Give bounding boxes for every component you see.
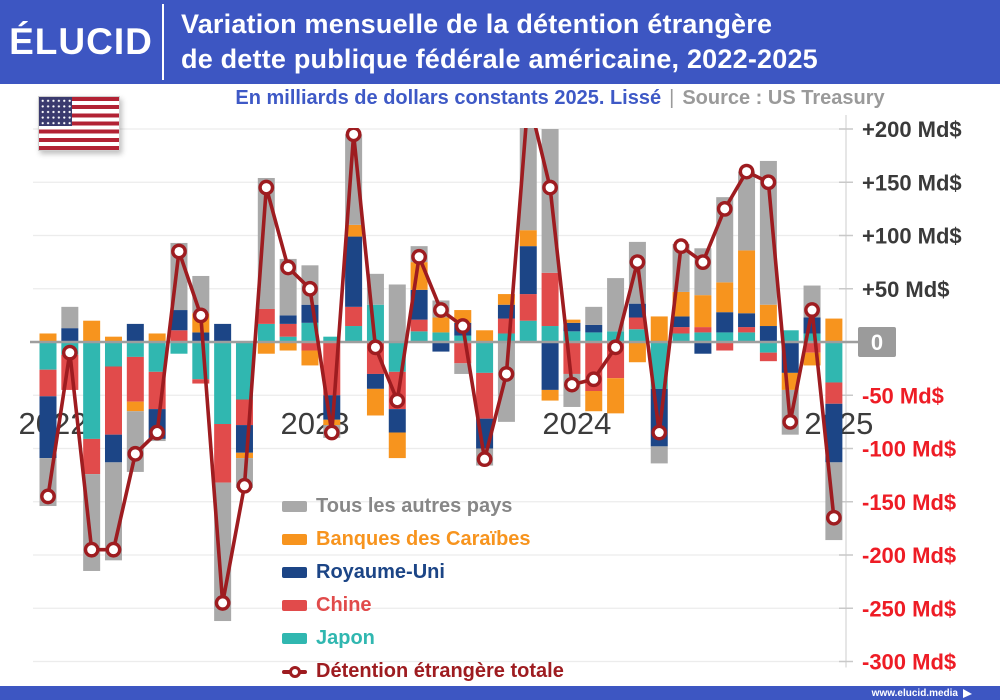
navy-swatch-icon bbox=[282, 567, 307, 578]
red-swatch-icon bbox=[282, 600, 307, 611]
svg-text:+200 Md$: +200 Md$ bbox=[862, 117, 962, 142]
svg-text:+100 Md$: +100 Md$ bbox=[862, 224, 962, 249]
chart-canvas: 2022202320242025+200 Md$+150 Md$+100 Md$… bbox=[19, 115, 962, 675]
orange-swatch-icon bbox=[282, 534, 307, 545]
subtitle-source: Source : US Treasury bbox=[682, 87, 885, 109]
footer-banner: www.elucid.media bbox=[0, 686, 1000, 700]
footer-arrow-icon bbox=[963, 688, 972, 698]
legend-item-japon: Japon bbox=[282, 622, 564, 655]
legend-item-autres-pays: Tous les autres pays bbox=[282, 490, 564, 523]
legend-item-chine: Chine bbox=[282, 589, 564, 622]
chart-title: Variation mensuelle de la détention étra… bbox=[181, 7, 818, 77]
chart-title-line2: de dette publique fédérale américaine, 2… bbox=[181, 44, 818, 74]
svg-text:-50 Md$: -50 Md$ bbox=[862, 383, 944, 408]
svg-text:-250 Md$: -250 Md$ bbox=[862, 596, 956, 621]
svg-text:-300 Md$: -300 Md$ bbox=[862, 650, 956, 675]
subtitle-units: En milliards de dollars constants 2025. … bbox=[235, 87, 662, 109]
subtitle-separator: | bbox=[669, 87, 675, 109]
svg-text:+50 Md$: +50 Md$ bbox=[862, 277, 949, 302]
chart-subtitle: En milliards de dollars constants 2025. … bbox=[130, 87, 990, 110]
svg-text:-100 Md$: -100 Md$ bbox=[862, 437, 956, 462]
us-flag bbox=[38, 96, 120, 151]
gray-swatch-icon bbox=[282, 501, 307, 512]
svg-text:0: 0 bbox=[871, 330, 883, 355]
chart-title-line1: Variation mensuelle de la détention étra… bbox=[181, 9, 773, 39]
legend-item-caraibes: Banques des Caraïbes bbox=[282, 523, 564, 556]
us-flag-canton bbox=[39, 97, 72, 126]
teal-swatch-icon bbox=[282, 633, 307, 644]
legend-item-royaume-uni: Royaume-Uni bbox=[282, 556, 564, 589]
legend-item-detention-totale: Détention étrangère totale bbox=[282, 655, 564, 688]
svg-text:-200 Md$: -200 Md$ bbox=[862, 543, 956, 568]
svg-text:-150 Md$: -150 Md$ bbox=[862, 490, 956, 515]
chart-legend: Tous les autres pays Banques des Caraïbe… bbox=[282, 490, 564, 688]
line-marker-icon bbox=[282, 665, 307, 679]
header-divider bbox=[162, 4, 164, 80]
header-banner: ÉLUCID Variation mensuelle de la détenti… bbox=[0, 0, 1000, 84]
footer-website-link[interactable]: www.elucid.media bbox=[871, 687, 958, 699]
elucid-logo: ÉLUCID bbox=[9, 21, 153, 62]
svg-text:2024: 2024 bbox=[542, 406, 611, 441]
svg-text:+150 Md$: +150 Md$ bbox=[862, 170, 962, 195]
